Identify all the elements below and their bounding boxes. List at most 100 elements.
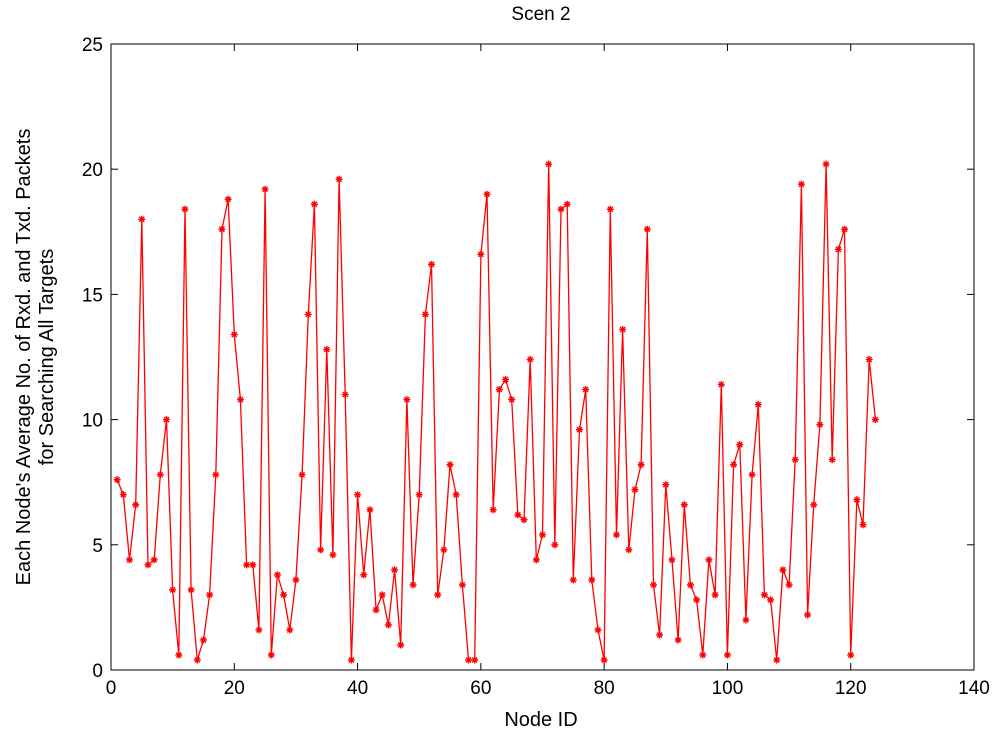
data-point [520, 516, 528, 524]
x-tick-label: 140 [958, 678, 990, 699]
data-point [871, 416, 879, 424]
data-point [156, 471, 164, 479]
data-point [680, 501, 688, 509]
data-point [471, 656, 479, 664]
data-point [717, 381, 725, 389]
y-axis: 0 5 10 15 20 25 [82, 35, 974, 682]
x-tick-label: 0 [106, 678, 117, 699]
data-point [582, 386, 590, 394]
y-axis-label-line-2: for Searching All Targets [36, 249, 58, 465]
data-point [261, 185, 269, 193]
y-axis-label: Each Node's Average No. of Rxd. and Txd.… [13, 129, 58, 586]
series-layer [113, 160, 879, 664]
data-point [138, 215, 146, 223]
data-point [347, 656, 355, 664]
data-point [693, 596, 701, 604]
data-point [150, 556, 158, 564]
data-point [292, 576, 300, 584]
data-point [378, 591, 386, 599]
data-point [354, 491, 362, 499]
data-point [754, 401, 762, 409]
data-point [317, 546, 325, 554]
data-point [526, 356, 534, 364]
data-point [243, 561, 251, 569]
x-tick-label: 100 [712, 678, 744, 699]
x-tick-label: 60 [470, 678, 491, 699]
data-point [175, 651, 183, 659]
data-point [286, 626, 294, 634]
data-point [606, 205, 614, 213]
data-point [649, 581, 657, 589]
data-point [403, 396, 411, 404]
data-point [760, 591, 768, 599]
data-point [532, 556, 540, 564]
y-tick-label: 10 [82, 411, 103, 432]
data-point [249, 561, 257, 569]
data-point [267, 651, 275, 659]
data-point [865, 356, 873, 364]
data-point [545, 160, 553, 168]
chart-title: Scen 2 [511, 4, 570, 25]
data-point [193, 656, 201, 664]
data-point [489, 506, 497, 514]
data-point [125, 556, 133, 564]
data-point [631, 486, 639, 494]
data-point [113, 476, 121, 484]
data-point [816, 421, 824, 429]
data-point [144, 561, 152, 569]
data-point [199, 636, 207, 644]
data-point [335, 175, 343, 183]
data-point [828, 456, 836, 464]
data-point [643, 225, 651, 233]
data-point [298, 471, 306, 479]
data-point [779, 566, 787, 574]
x-tick-label: 120 [835, 678, 867, 699]
data-point [668, 556, 676, 564]
y-tick-label: 20 [82, 160, 103, 181]
data-point [452, 491, 460, 499]
data-point [230, 330, 238, 338]
data-point [575, 426, 583, 434]
data-point [218, 225, 226, 233]
data-point [551, 541, 559, 549]
data-point [341, 391, 349, 399]
data-point [656, 631, 664, 639]
data-point [834, 245, 842, 253]
data-point [557, 205, 565, 213]
data-point [736, 441, 744, 449]
data-point [711, 591, 719, 599]
data-point [569, 576, 577, 584]
data-point [810, 501, 818, 509]
data-point [773, 656, 781, 664]
data-point [797, 180, 805, 188]
data-point [255, 626, 263, 634]
data-point [767, 596, 775, 604]
data-point [415, 491, 423, 499]
y-tick-label: 5 [92, 536, 103, 557]
data-point [594, 626, 602, 634]
y-axis-label-line-1: Each Node's Average No. of Rxd. and Txd.… [13, 129, 35, 586]
data-point [723, 651, 731, 659]
data-point [588, 576, 596, 584]
data-point [748, 471, 756, 479]
data-point [236, 396, 244, 404]
data-point [859, 521, 867, 529]
data-point [502, 376, 510, 384]
data-point [384, 621, 392, 629]
data-point [212, 471, 220, 479]
data-point [458, 581, 466, 589]
data-point [600, 656, 608, 664]
x-axis: 0 20 40 60 80 100 120 140 [106, 44, 990, 699]
y-tick-label: 0 [92, 661, 103, 682]
data-point [428, 260, 436, 268]
data-point [699, 651, 707, 659]
data-point [791, 456, 799, 464]
data-point [539, 531, 546, 539]
data-point [785, 581, 793, 589]
data-point [397, 641, 405, 649]
data-point [446, 461, 454, 469]
data-point [391, 566, 399, 574]
data-point [705, 556, 713, 564]
data-point [162, 416, 170, 424]
data-point [181, 205, 189, 213]
